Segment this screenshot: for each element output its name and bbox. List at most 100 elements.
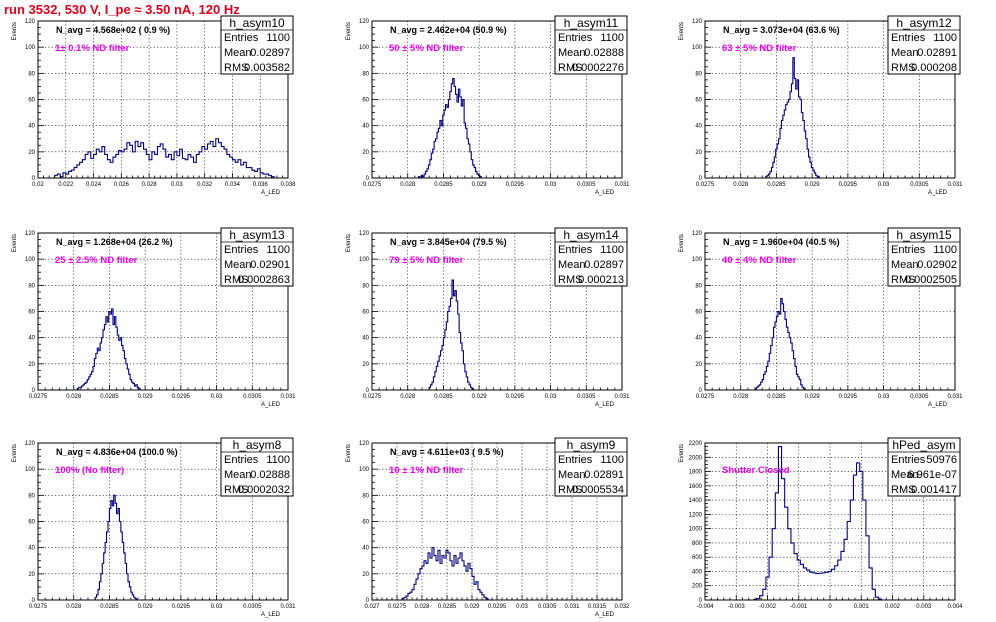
y-axis-title: Events — [679, 22, 685, 40]
stats-value-entries: 1100 — [933, 32, 957, 44]
histogram-panel-h_asym8: 0.0275 0.028 0.0285 0.029 0.0295 0.03 0.0305 0.… — [12, 437, 296, 618]
x-axis-title: A_LED — [928, 190, 948, 196]
stats-key-entries: Entries — [224, 454, 259, 466]
x-tick-label: 0.03 — [211, 394, 223, 400]
x-tick-label: 0.004 — [947, 604, 963, 610]
stats-title: h_asym12 — [896, 16, 952, 30]
navg-label: N_avg = 4.836e+04 (100.0 %) — [56, 447, 178, 457]
y-tick-label: 1400 — [689, 498, 703, 504]
stats-title: h_asym10 — [229, 16, 285, 30]
y-axis-title: Events — [346, 234, 352, 252]
y-tick-label: 200 — [692, 584, 703, 590]
y-tick-label: 100 — [25, 467, 36, 473]
stats-value-mean: 0.02897 — [250, 47, 290, 59]
x-tick-label: 0.031 — [564, 604, 580, 610]
stats-box — [887, 15, 961, 75]
x-axis-title: A_LED — [595, 402, 615, 408]
stats-key-entries: Entries — [558, 244, 593, 256]
filter-label: 25 ± 2.5% ND filter — [55, 255, 138, 266]
stats-key-rms: RMS — [224, 484, 248, 496]
y-tick-label: 80 — [28, 493, 35, 499]
stats-title: h_asym8 — [233, 438, 282, 452]
y-tick-label: 600 — [692, 555, 703, 561]
x-tick-label: 0.024 — [86, 182, 102, 188]
x-tick-label: 0.029 — [805, 182, 821, 188]
page-title: run 3532, 530 V, I_pe ≈ 3.50 nA, 120 Hz — [4, 2, 240, 17]
y-tick-label: 0 — [699, 388, 703, 394]
stats-box — [220, 437, 294, 497]
x-tick-label: 0.031 — [280, 604, 296, 610]
y-tick-label: 1000 — [689, 527, 703, 533]
x-tick-label: 0.029 — [138, 394, 154, 400]
histogram-panel-h_asym15: 0.0275 0.028 0.0285 0.029 0.0295 0.03 0.0305 0.… — [679, 227, 963, 408]
y-axis-title: Events — [12, 444, 18, 462]
y-tick-label: 100 — [359, 257, 370, 263]
x-tick-label: 0.029 — [805, 394, 821, 400]
x-tick-label: 0.0285 — [438, 604, 457, 610]
x-tick-label: 0.0275 — [363, 182, 382, 188]
histogram-panel-h_asym14: 0.0275 0.028 0.0285 0.029 0.0295 0.03 0.0305 0.… — [346, 227, 630, 408]
x-tick-label: 0.03 — [211, 604, 223, 610]
y-tick-label: 0 — [366, 176, 370, 182]
stats-key-mean: Mean — [558, 47, 586, 59]
x-tick-label: 0.002 — [885, 604, 901, 610]
x-tick-label: 0.031 — [614, 182, 630, 188]
stats-box — [220, 15, 294, 75]
y-axis-title: Events — [346, 444, 352, 462]
y-tick-label: 120 — [692, 19, 703, 25]
y-tick-label: 80 — [28, 283, 35, 289]
navg-label: N_avg = 4.568e+02 ( 0.9 %) — [56, 25, 170, 35]
y-tick-label: 20 — [362, 362, 369, 368]
histogram-line-h_asym8 — [94, 494, 138, 600]
x-tick-label: 0.003 — [916, 604, 932, 610]
x-tick-label: 0 — [828, 604, 832, 610]
stats-key-mean: Mean — [224, 259, 252, 271]
x-axis-title: A_LED — [595, 190, 615, 196]
stats-title: h_asym11 — [564, 16, 619, 30]
x-axis-title: A_LED — [928, 402, 948, 408]
x-tick-label: 0.027 — [364, 604, 380, 610]
x-tick-label: 0.029 — [138, 604, 154, 610]
stats-key-entries: Entries — [891, 32, 926, 44]
y-tick-label: 20 — [695, 362, 702, 368]
stats-value-mean: 0.02888 — [584, 47, 624, 59]
navg-label: N_avg = 4.611e+03 ( 9.5 %) — [390, 447, 504, 457]
stats-key-entries: Entries — [891, 454, 926, 466]
x-tick-label: 0.028 — [66, 604, 82, 610]
x-tick-label: 0.028 — [733, 182, 749, 188]
x-axis-title: A_LED — [261, 402, 281, 408]
x-axis-title: A_LED — [595, 612, 615, 618]
y-tick-label: 40 — [362, 124, 369, 130]
stats-value-entries: 1100 — [600, 454, 624, 466]
x-tick-label: 0.022 — [58, 182, 74, 188]
y-tick-label: 80 — [362, 71, 369, 77]
y-tick-label: 40 — [28, 546, 35, 552]
stats-value-mean: 0.02891 — [584, 469, 624, 481]
stats-key-rms: RMS — [891, 484, 915, 496]
stats-value-rms: 0.0005534 — [572, 484, 624, 496]
x-tick-label: 0.0295 — [506, 182, 525, 188]
stats-box — [887, 227, 961, 287]
x-tick-label: 0.0295 — [506, 394, 525, 400]
x-tick-label: 0.0295 — [172, 394, 191, 400]
stats-key-entries: Entries — [891, 244, 926, 256]
y-axis-title: Events — [679, 444, 685, 462]
x-tick-label: 0.0285 — [100, 604, 119, 610]
stats-box — [220, 227, 294, 287]
filter-label: 100% (No filter) — [55, 465, 124, 476]
y-tick-label: 0 — [366, 388, 370, 394]
x-tick-label: 0.0285 — [100, 394, 119, 400]
x-tick-label: 0.038 — [280, 182, 296, 188]
stats-value-rms: 0.0002505 — [905, 274, 957, 286]
stats-value-rms: 0.003582 — [244, 62, 290, 74]
y-tick-label: 20 — [28, 150, 35, 156]
navg-label: N_avg = 3.845e+04 (79.5 %) — [390, 237, 507, 247]
stats-value-entries: 1100 — [933, 244, 957, 256]
y-tick-label: 0 — [699, 598, 703, 604]
y-tick-label: 800 — [692, 541, 703, 547]
stats-key-entries: Entries — [558, 32, 593, 44]
stats-value-rms: 0.0002863 — [238, 274, 290, 286]
x-tick-label: 0.0285 — [434, 182, 453, 188]
x-tick-label: 0.0295 — [488, 604, 507, 610]
y-tick-label: 80 — [695, 283, 702, 289]
